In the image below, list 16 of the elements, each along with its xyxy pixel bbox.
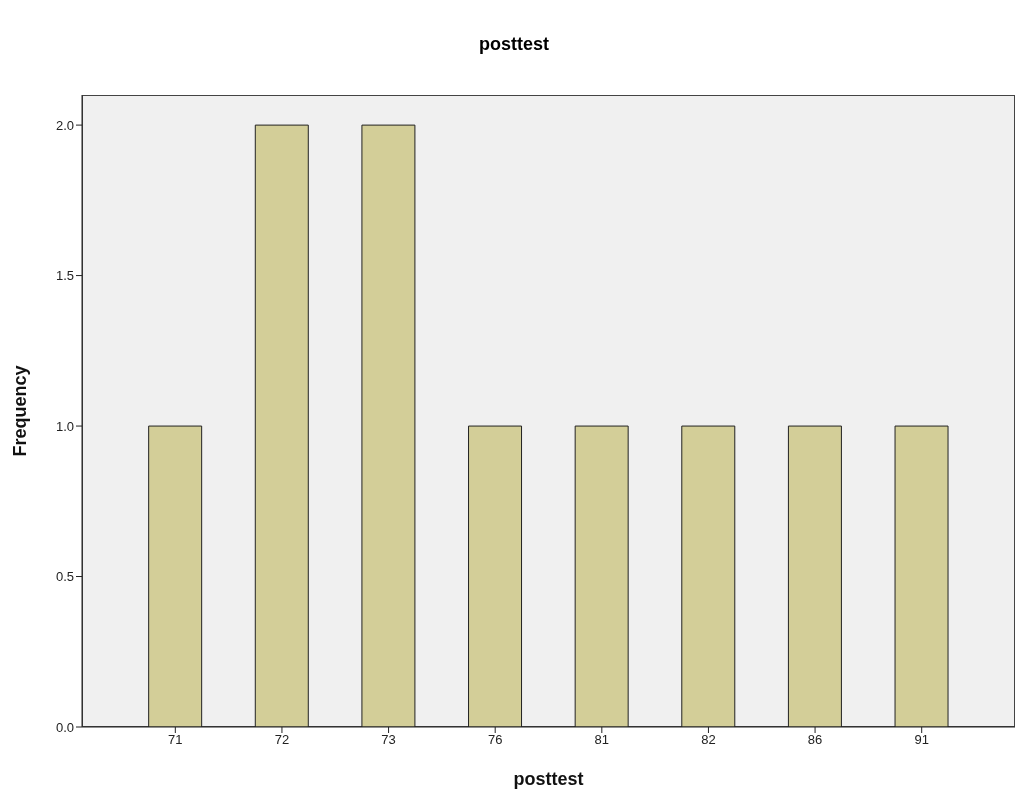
x-tick-label: 73: [381, 732, 396, 748]
y-axis-title: Frequency: [10, 365, 31, 457]
y-tick-label: 0.0: [55, 719, 74, 735]
x-tick-label: 86: [807, 732, 823, 748]
y-tick-label: 1.5: [55, 268, 74, 284]
y-tick-label: 2.0: [55, 117, 74, 133]
x-tick-label: 72: [274, 732, 290, 748]
x-tick-label: 82: [701, 732, 716, 748]
x-axis-title: posttest: [513, 769, 584, 789]
y-tick-label: 0.5: [55, 569, 74, 585]
y-tick-label: 1.0: [55, 418, 74, 434]
x-tick-label: 76: [487, 732, 503, 748]
chart-title: posttest: [478, 32, 550, 56]
x-tick-label: 91: [914, 732, 929, 748]
x-tick-label: 81: [594, 732, 610, 748]
x-tick-label: 71: [168, 732, 183, 748]
